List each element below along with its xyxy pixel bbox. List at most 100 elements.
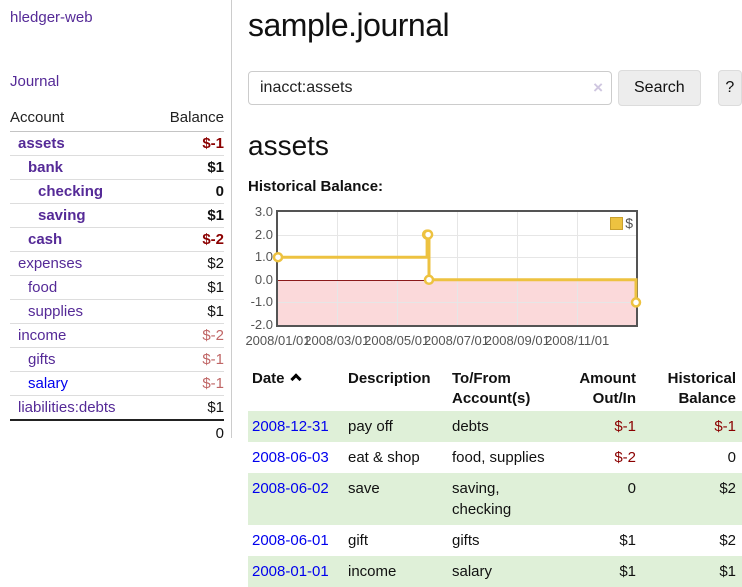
brand-link[interactable]: hledger-web [10,9,93,26]
accounts-header-row: Account Balance [10,106,224,132]
gridline [397,212,398,325]
balance-series [272,229,642,308]
account-heading: assets [248,130,329,161]
transaction-accounts: gifts [452,532,480,549]
account-balance: 0 [215,183,224,200]
account-link[interactable]: expenses [18,255,83,272]
accounts-table: Account Balance assets $-1 bank $1 check… [10,106,224,446]
account-row: income $-2 [10,323,224,348]
sidebar: hledger-web Journal Account Balance asse… [0,0,232,446]
transaction-amount: $-2 [614,449,636,466]
account-link[interactable]: bank [28,159,64,176]
account-balance: $2 [207,255,224,272]
transaction-amount: $1 [619,563,636,580]
account-row: bank $1 [10,155,224,180]
transaction-balance: $2 [719,480,736,497]
balance-line [278,233,638,303]
sort-ascending-icon [289,373,302,385]
chart-legend: $ [610,215,633,231]
column-header-accounts: To/From Account(s) [452,370,531,407]
column-header-amount: Amount Out/In [579,370,636,407]
transaction-description: eat & shop [348,449,420,466]
x-tick-label: 2008/09/01 [484,333,550,348]
x-tick-label: 2008/01/01 [245,333,311,348]
transaction-description: income [348,563,397,580]
y-tick-label: -2.0 [250,317,273,332]
account-link[interactable]: assets [18,135,65,152]
data-point-marker [422,229,434,240]
column-header-date[interactable]: Date [248,367,344,411]
help-button[interactable]: ? [717,70,742,106]
accounts-header-balance: Balance [151,106,224,132]
accounts-body: assets $-1 bank $1 checking 0 saving $1 … [10,131,224,421]
account-balance: $1 [207,303,224,320]
account-link[interactable]: cash [28,231,63,248]
transaction-accounts: debts [452,418,489,435]
gridline [457,212,458,325]
gridline [577,212,578,325]
x-tick-label: 2008/05/01 [364,333,430,348]
y-tick-label: 2.0 [254,226,273,242]
plot-inner [272,212,642,325]
account-balance: $1 [207,207,224,224]
account-balance: $1 [207,399,224,416]
account-link[interactable]: liabilities:debts [18,399,116,416]
x-tick-label: 2008/07/01 [423,333,490,348]
account-row: saving $1 [10,203,224,228]
transaction-date-link[interactable]: 2008-06-01 [252,532,329,549]
account-row: food $1 [10,275,224,300]
register-row: 2008-12-31 pay off debts $-1 $-1 [248,411,742,442]
account-balance: $1 [207,279,224,296]
transaction-description: pay off [348,418,393,435]
y-tick-label: -1.0 [250,294,273,310]
column-header-balance: Historical Balance [667,370,736,407]
column-header-date-label: Date [252,370,285,387]
account-row: assets $-1 [10,131,224,156]
transaction-amount: $1 [619,532,636,549]
account-link[interactable]: supplies [28,303,84,320]
account-link[interactable]: saving [38,207,86,224]
page-title: sample.journal [248,7,450,43]
y-tick-label: 1.0 [254,249,273,265]
account-balance: $-2 [202,327,224,344]
account-link[interactable]: food [28,279,58,296]
y-tick-label: 3.0 [254,204,273,219]
transaction-accounts: food, supplies [452,449,545,466]
transaction-date-link[interactable]: 2008-01-01 [252,563,329,580]
account-balance: $1 [207,159,224,176]
register-row: 2008-01-01 income salary $1 $1 [248,556,742,587]
main-content: sample.journal × Search ? assets Histori… [245,0,742,587]
account-row: gifts $-1 [10,347,224,372]
transaction-date-link[interactable]: 2008-12-31 [252,418,329,435]
data-point-marker [272,251,284,263]
transaction-accounts: salary [452,563,493,580]
chart-title: Historical Balance: [248,178,384,195]
clear-search-icon[interactable]: × [593,78,603,97]
gridline [517,212,518,325]
account-link[interactable]: checking [38,183,104,200]
sidebar-item-journal[interactable]: Journal [10,73,60,90]
search-input[interactable] [248,71,612,105]
transaction-accounts: saving, checking [452,480,512,518]
account-link[interactable]: income [18,327,67,344]
transaction-balance: $-1 [714,418,736,435]
account-balance: $-1 [202,375,224,392]
account-link[interactable]: gifts [28,351,56,368]
register-body: 2008-12-31 pay off debts $-1 $-1 2008-06… [248,411,742,587]
transaction-balance: $1 [719,563,736,580]
account-row: supplies $1 [10,299,224,324]
transaction-date-link[interactable]: 2008-06-02 [252,480,329,497]
search-form: × Search ? [248,70,742,106]
x-tick-label: 2008/03/01 [304,333,370,348]
transaction-description: gift [348,532,369,549]
account-row: expenses $2 [10,251,224,276]
accounts-total-row: 0 [10,419,224,446]
plot-area[interactable]: $ [272,210,642,327]
account-balance: $-1 [202,351,224,368]
accounts-header-account: Account [10,106,152,132]
transaction-date-link[interactable]: 2008-06-03 [252,449,329,466]
transaction-balance: $2 [719,532,736,549]
account-link[interactable]: salary [28,375,69,392]
historical-balance-chart: 3.0 2.0 1.0 0.0 -1.0 -2.0 $ 2008/01/01 2008/03… [245,205,742,352]
search-button[interactable]: Search [618,70,701,106]
